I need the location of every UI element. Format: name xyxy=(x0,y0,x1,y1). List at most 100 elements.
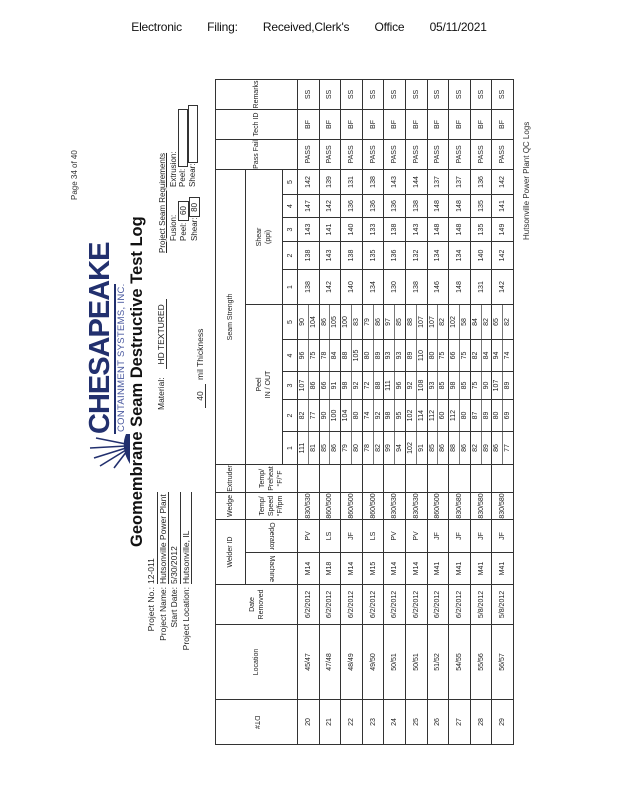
peel-cell: 98 95 xyxy=(383,399,406,432)
peel-cell: 84 82 xyxy=(470,304,492,340)
pass-fail-cell: PASS xyxy=(383,139,406,170)
machine-cell: M41 xyxy=(448,552,471,585)
shear-cell: 142 xyxy=(319,194,341,218)
filing-date: 05/11/2021 xyxy=(429,20,487,34)
shear-cell: 144 xyxy=(405,169,428,195)
header-tech-id: Tech ID xyxy=(215,109,298,140)
peel-out-value: 92 xyxy=(350,372,362,399)
remarks-cell: SS xyxy=(448,79,471,110)
shear-cell: 136 xyxy=(340,194,363,218)
peel-out-value: 89 xyxy=(502,372,513,399)
peel-out-value: 84 xyxy=(480,340,492,371)
pass-fail-cell: PASS xyxy=(448,139,471,170)
shear-cell: 140 xyxy=(340,217,363,242)
table-row: 27 54/55 6/2/2012 M41 JF 830/580 88 86 112 80 98 85… xyxy=(448,79,471,745)
shear-cell: 142 xyxy=(491,241,514,270)
fusion-requirements: Fusion: Peel: 60 Shear:80 xyxy=(169,197,200,241)
peel-in-value: 82 xyxy=(471,444,479,452)
extruder-cell xyxy=(383,464,406,493)
date-cell: 6/2/2012 xyxy=(448,584,471,625)
tech-id-cell: BF xyxy=(405,109,428,140)
requirements-heading: Project Seam Requirements xyxy=(158,152,167,253)
peel-in-value: 107 xyxy=(493,379,501,392)
peel-in-value: 98 xyxy=(450,381,458,390)
peel-out-value: 82 xyxy=(437,305,449,339)
wedge-cell: 830/580 xyxy=(491,492,514,520)
peel-out-value: 100 xyxy=(329,400,341,431)
peel-cell: 96 75 xyxy=(297,339,320,372)
table-row: 23 49/50 6/2/2012 M15 LS 860/500 78 82 74 92 72 88 8… xyxy=(362,79,384,745)
peel-cell: 111 96 xyxy=(383,371,406,400)
tech-id-cell: BF xyxy=(470,109,492,140)
page-footer: Hutsonville Power Plant QC Logs xyxy=(522,121,531,240)
pass-fail-cell: PASS xyxy=(362,139,384,170)
pass-fail-cell: PASS xyxy=(340,139,363,170)
page-title: Geomembrane Seam Destructive Test Log xyxy=(128,216,146,547)
peel-out-value: 80 xyxy=(458,400,470,431)
extruder-cell xyxy=(491,464,514,493)
peel-cell: 102 58 xyxy=(448,304,471,340)
peel-out-value: 82 xyxy=(502,305,513,339)
peel-out-value: 104 xyxy=(307,305,319,339)
pass-fail-cell: PASS xyxy=(319,139,341,170)
peel-cell: 82 84 xyxy=(470,339,492,372)
peel-in-value: 82 xyxy=(299,411,306,420)
start-date: 5/30/2012 xyxy=(169,492,181,584)
tech-id-cell: BF xyxy=(491,109,514,140)
shear-cell: 141 xyxy=(319,217,341,242)
remarks-cell: SS xyxy=(297,79,320,110)
shear-cell: 134 xyxy=(427,241,449,270)
project-name-label: Project Name: xyxy=(157,587,168,641)
location-cell: 47/48 xyxy=(319,624,341,700)
header-date: Date Removed xyxy=(215,584,298,625)
peel-out-value: 80 xyxy=(350,400,362,431)
pass-fail-cell: PASS xyxy=(405,139,428,170)
peel-out-value: 75 xyxy=(437,340,449,371)
project-name: Hutsonville Power Plant xyxy=(157,492,169,584)
peel-cell: 89 110 xyxy=(405,339,428,372)
operator-cell: LS xyxy=(319,519,341,553)
peel-out-value: 114 xyxy=(415,400,427,431)
peel-in-value: 85 xyxy=(428,444,436,452)
extruder-cell xyxy=(297,464,320,493)
peel-in-value: 100 xyxy=(342,316,350,328)
header-wedge: Wedge xyxy=(215,492,246,520)
peel-out-value: 89 xyxy=(480,432,492,464)
peel-cell: 99 94 xyxy=(383,431,406,465)
extrusion-shear-label: Shear: xyxy=(188,163,198,187)
remarks-cell: SS xyxy=(383,79,406,110)
peel-in-value: 102 xyxy=(406,409,414,422)
dt-cell: 22 xyxy=(340,699,363,745)
logo-subtitle: CONTAINMENT SYSTEMS, INC. xyxy=(116,283,127,432)
shear-cell: 138 xyxy=(297,241,320,270)
wedge-cell: 830/580 xyxy=(448,492,471,520)
thickness-value: 40 xyxy=(195,384,206,408)
peel-in-value: 86 xyxy=(320,318,328,326)
shear-cell: 138 xyxy=(362,169,384,195)
peel-out-value: 88 xyxy=(372,372,384,399)
header-extruder: Extruder xyxy=(215,464,246,493)
machine-cell: M41 xyxy=(470,552,492,585)
material-field: Material: HD TEXTURED xyxy=(156,299,167,410)
location-cell: 56/57 xyxy=(491,624,514,700)
peel-in-value: 94 xyxy=(493,351,501,360)
shear-cell: 131 xyxy=(340,169,363,195)
project-no-label: Project No.: xyxy=(146,587,156,632)
shear-cell: 136 xyxy=(383,194,406,218)
project-no: 12-011 xyxy=(146,492,158,584)
shear-cell: 138 xyxy=(383,217,406,242)
dt-cell: 26 xyxy=(427,699,449,745)
fusion-shear-value: 80 xyxy=(189,197,200,218)
peel-num: 5 xyxy=(282,304,298,340)
peel-cell: 107 86 xyxy=(297,371,320,400)
dt-cell: 23 xyxy=(362,699,384,745)
peel-in-value: 79 xyxy=(363,318,371,326)
peel-out-value: 85 xyxy=(437,372,449,399)
pass-fail-cell: PASS xyxy=(297,139,320,170)
peel-in-value: 107 xyxy=(428,316,436,328)
machine-cell: M18 xyxy=(319,552,341,585)
location-cell: 48/49 xyxy=(340,624,363,700)
date-cell: 6/2/2012 xyxy=(340,584,363,625)
shear-cell: 149 xyxy=(491,217,514,242)
